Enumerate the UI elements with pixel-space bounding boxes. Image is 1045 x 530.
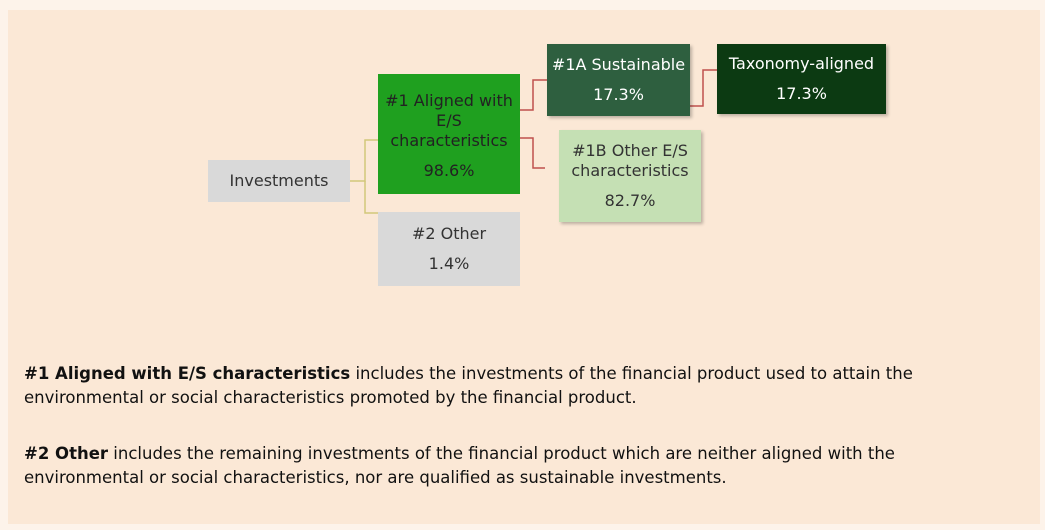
connector <box>690 69 717 107</box>
node-value: 82.7% <box>604 191 656 210</box>
node-value: 1.4% <box>428 254 470 273</box>
node-other: #2 Other 1.4% <box>378 212 520 286</box>
node-aligned: #1 Aligned with E/S characteristics 98.6… <box>378 74 520 194</box>
node-label: #1 Aligned with E/S characteristics <box>385 91 513 150</box>
node-investments: Investments <box>208 160 350 202</box>
node-label: #1A Sustainable <box>551 55 686 74</box>
node-value: 98.6% <box>423 161 475 180</box>
panel: Investments #1 Aligned with E/S characte… <box>8 10 1040 524</box>
connectors <box>350 69 717 214</box>
connector <box>350 139 378 182</box>
connector <box>520 137 545 169</box>
connector <box>364 181 378 214</box>
note-term: #1 Aligned with E/S characteristics <box>24 364 351 383</box>
note: #2 Other includes the remaining investme… <box>24 442 944 490</box>
node-sustainable: #1A Sustainable 17.3% <box>547 44 690 116</box>
node-other-es: #1B Other E/S characteristics 82.7% <box>559 130 701 222</box>
note: #1 Aligned with E/S characteristics incl… <box>24 362 944 410</box>
node-value: 17.3% <box>776 84 827 103</box>
note-text: includes the investments of the financia… <box>24 364 913 407</box>
node-label: #2 Other <box>411 224 487 243</box>
node-label: Investments <box>229 171 329 190</box>
connector <box>520 79 547 111</box>
node-value: 17.3% <box>593 85 644 104</box>
note-text: includes the remaining investments of th… <box>24 444 895 487</box>
node-taxonomy: Taxonomy-aligned 17.3% <box>717 44 886 114</box>
node-label: #1B Other E/S characteristics <box>571 141 689 180</box>
note-term: #2 Other <box>24 444 109 463</box>
node-label: Taxonomy-aligned <box>728 54 875 73</box>
